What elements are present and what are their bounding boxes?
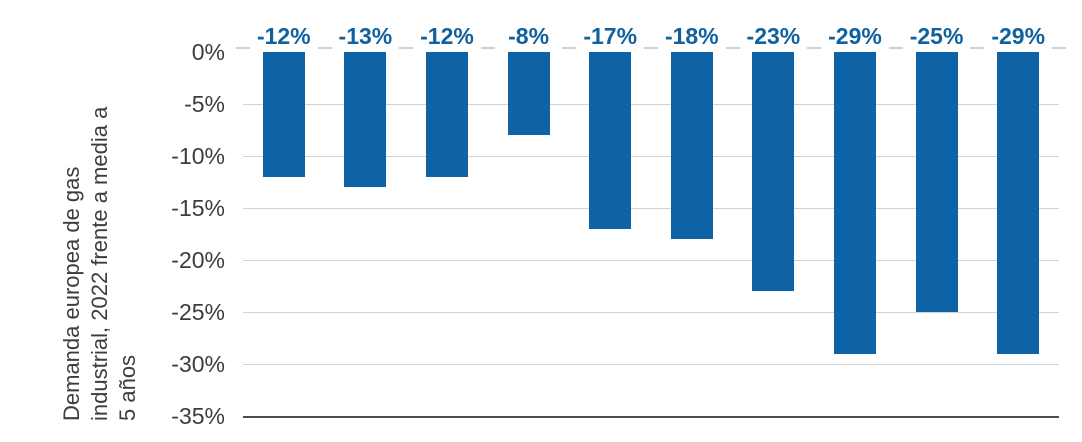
y-tick-label: -5%	[184, 91, 225, 117]
gridline	[243, 156, 1059, 157]
gridline	[243, 260, 1059, 261]
bar	[834, 52, 876, 354]
bar	[507, 52, 550, 136]
gridline	[243, 104, 1059, 105]
gridline	[243, 312, 1059, 313]
y-tick-label: -15%	[171, 195, 225, 221]
zero-baseline-tick	[807, 47, 822, 49]
y-tick-label: -35%	[171, 403, 225, 429]
bar	[915, 52, 958, 312]
zero-baseline-tick	[399, 47, 414, 49]
bar	[670, 52, 713, 240]
bar	[426, 52, 468, 177]
zero-baseline-tick	[970, 47, 985, 49]
gridline	[243, 364, 1059, 365]
bar-value-label: -29%	[828, 23, 882, 49]
y-tick-label: -20%	[171, 247, 225, 273]
bar	[589, 52, 632, 229]
bar-value-label: -12%	[256, 23, 311, 49]
zero-baseline-tick	[236, 47, 250, 49]
y-axis-title-line-1: Demanda europea de gas	[59, 166, 84, 421]
bar	[344, 52, 387, 188]
bar-value-label: -13%	[338, 23, 393, 49]
bar-value-label: -25%	[909, 23, 964, 49]
x-axis-line	[243, 416, 1059, 418]
bar	[752, 52, 795, 292]
zero-baseline-tick	[1052, 47, 1066, 49]
y-tick-label: 0%	[191, 39, 225, 65]
y-tick-label: -10%	[171, 143, 225, 169]
bar-value-label: -18%	[664, 23, 719, 49]
bar	[997, 52, 1040, 354]
zero-baseline-tick	[888, 47, 903, 49]
bar-value-label: -23%	[746, 23, 801, 49]
zero-baseline-tick	[644, 47, 658, 49]
bar-value-label: -17%	[583, 23, 638, 49]
bar	[262, 52, 305, 177]
zero-baseline-tick	[480, 47, 495, 49]
y-tick-label: -25%	[171, 299, 225, 325]
zero-baseline-tick	[562, 47, 577, 49]
zero-baseline-tick	[725, 47, 740, 49]
zero-baseline-tick	[317, 47, 332, 49]
gridline	[243, 208, 1059, 209]
bar-value-label: -8%	[508, 23, 550, 49]
y-tick-label: -30%	[171, 351, 225, 377]
bar-value-label: -12%	[420, 23, 474, 49]
bar-value-label: -29%	[991, 23, 1046, 49]
